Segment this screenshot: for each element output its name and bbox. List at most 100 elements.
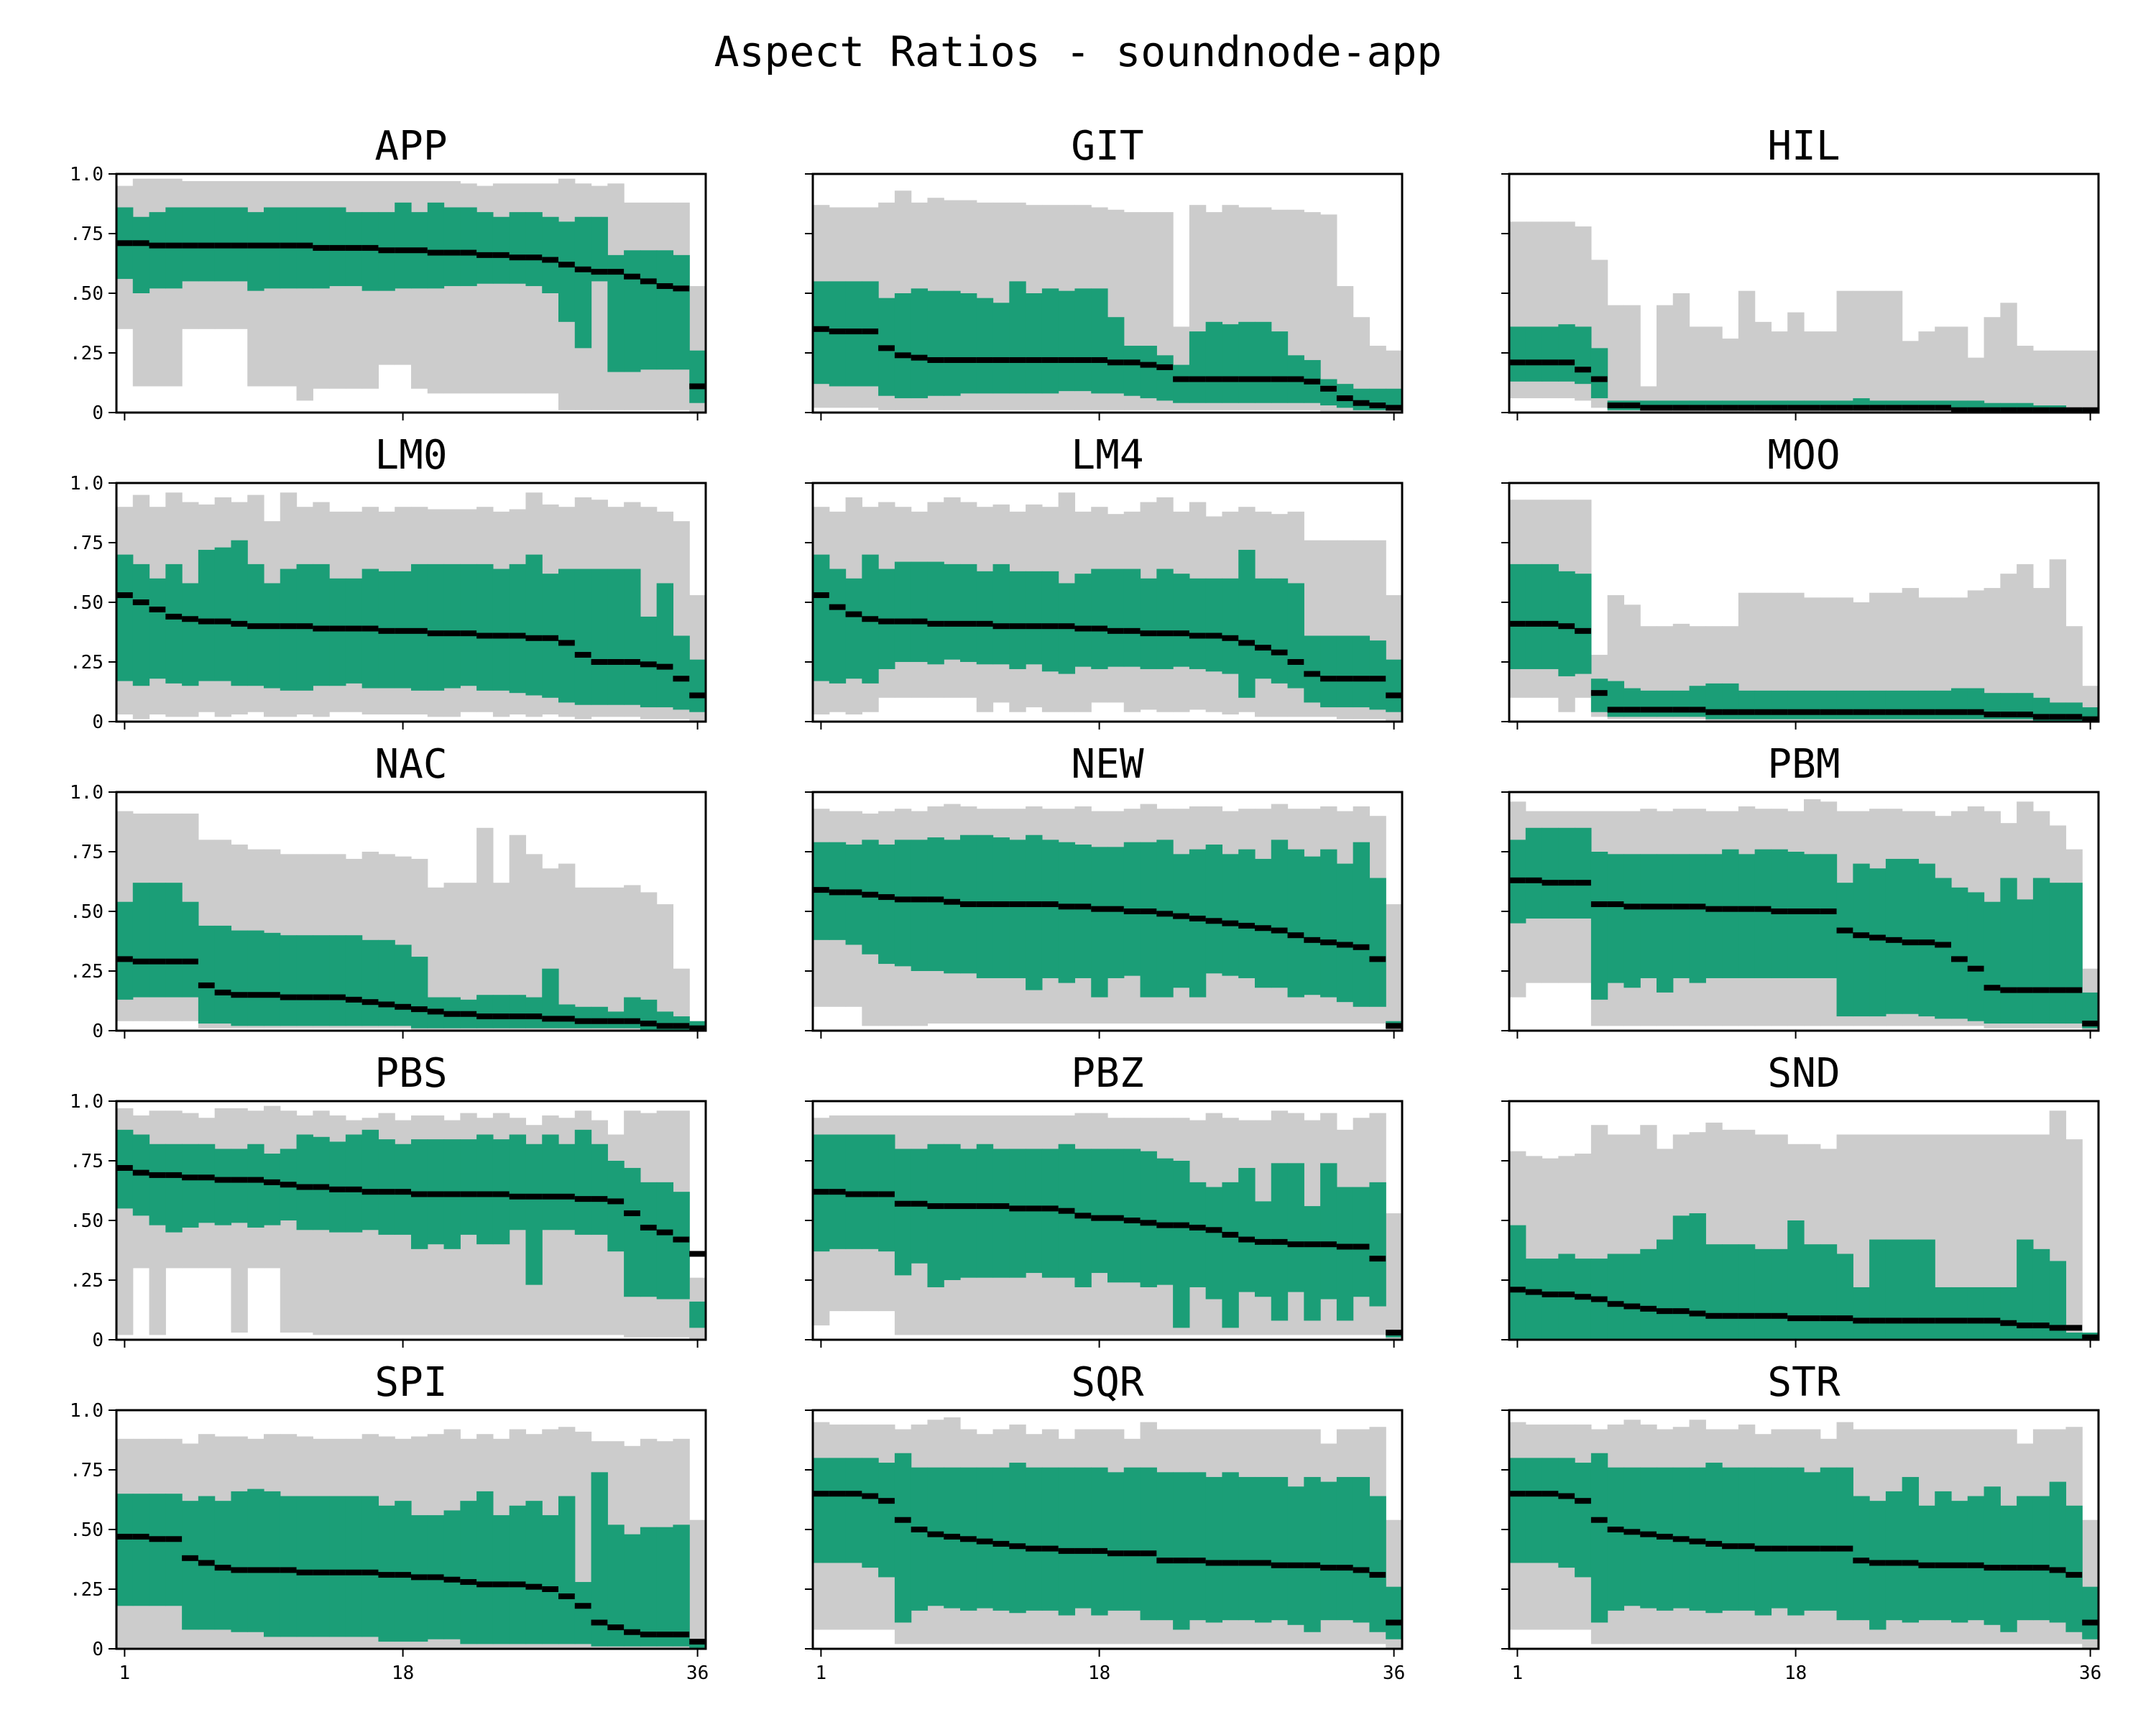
- median-mark: [149, 1536, 166, 1542]
- iqr-bar: [2017, 1239, 2034, 1340]
- iqr-bar: [1525, 1458, 1543, 1563]
- median-mark: [313, 625, 330, 632]
- iqr-bar: [247, 930, 264, 1026]
- iqr-bar: [1525, 326, 1543, 382]
- median-mark: [1189, 1558, 1206, 1564]
- median-mark: [1304, 378, 1321, 385]
- median-mark: [2049, 987, 2066, 993]
- median-mark: [1935, 1317, 1951, 1324]
- y-tick-label: .50: [70, 901, 103, 923]
- iqr-bar: [1189, 1472, 1207, 1621]
- median-mark: [1238, 1560, 1255, 1566]
- median-mark: [1386, 1619, 1402, 1626]
- iqr-bar: [1287, 1486, 1304, 1625]
- range-bar: [1689, 326, 1706, 413]
- median-mark: [476, 252, 493, 258]
- median-mark: [992, 356, 1010, 363]
- iqr-bar: [911, 840, 929, 971]
- median-mark: [1542, 620, 1559, 627]
- median-mark: [607, 1198, 625, 1205]
- median-mark: [1918, 939, 1935, 946]
- median-mark: [1575, 880, 1591, 886]
- iqr-bar: [1885, 1491, 1903, 1621]
- median-mark: [944, 356, 960, 363]
- iqr-bar: [1575, 1463, 1592, 1578]
- range-bar: [673, 968, 690, 1031]
- median-mark: [1058, 1208, 1075, 1214]
- median-mark: [1058, 903, 1075, 910]
- iqr-bar: [1074, 1467, 1092, 1609]
- median-mark: [1787, 1315, 1804, 1322]
- median-mark: [1509, 877, 1526, 883]
- iqr-bar: [1058, 1467, 1076, 1616]
- iqr-bar: [1123, 346, 1141, 396]
- median-mark: [329, 625, 346, 632]
- median-mark: [1820, 405, 1837, 411]
- iqr-bar: [116, 901, 134, 1000]
- iqr-bar: [927, 561, 944, 665]
- median-mark: [1836, 927, 1853, 934]
- iqr-bar: [1705, 854, 1723, 978]
- iqr-bar: [476, 1134, 494, 1245]
- range-bar: [1885, 290, 1903, 413]
- iqr-bar: [1705, 1463, 1723, 1614]
- iqr-bar: [361, 1496, 379, 1637]
- iqr-bar: [1836, 1467, 1853, 1621]
- median-mark: [198, 618, 215, 625]
- iqr-band-lm0: [116, 540, 706, 712]
- median-line-snd: [1509, 1287, 2099, 1340]
- iqr-bar: [1255, 321, 1272, 403]
- iqr-bar: [313, 564, 330, 686]
- iqr-bar: [1885, 858, 1903, 1014]
- iqr-bar: [1222, 1182, 1239, 1328]
- iqr-bar: [443, 1510, 461, 1639]
- median-mark: [624, 1018, 640, 1024]
- iqr-bar: [1026, 293, 1043, 394]
- range-bar: [1918, 597, 1935, 722]
- median-mark: [1738, 906, 1755, 912]
- median-mark: [845, 328, 862, 335]
- median-mark: [1287, 1562, 1304, 1568]
- iqr-bar: [1140, 842, 1157, 998]
- iqr-bar: [1156, 1158, 1174, 1285]
- median-mark: [656, 1632, 673, 1638]
- median-mark: [1173, 1222, 1189, 1228]
- iqr-bar: [1091, 569, 1108, 669]
- median-mark: [1320, 1241, 1337, 1248]
- iqr-bar: [1091, 1467, 1108, 1616]
- median-mark: [1754, 906, 1772, 912]
- median-mark: [1722, 1312, 1738, 1319]
- iqr-bar: [1238, 549, 1256, 698]
- iqr-bar: [313, 935, 330, 1026]
- median-mark: [1935, 405, 1951, 411]
- iqr-band-new: [813, 834, 1403, 1029]
- median-mark: [1173, 376, 1189, 382]
- y-axis-snd: [1501, 1100, 1509, 1340]
- iqr-bar: [280, 1496, 298, 1637]
- iqr-bar: [1336, 1476, 1354, 1621]
- median-mark: [1967, 1562, 1984, 1568]
- iqr-bar: [624, 1534, 641, 1647]
- median-mark: [673, 676, 690, 682]
- median-mark: [1287, 1241, 1304, 1248]
- range-bar: [1902, 341, 1920, 413]
- median-mark: [1558, 880, 1575, 886]
- median-mark: [1255, 925, 1271, 932]
- median-mark: [2065, 987, 2083, 993]
- median-mark: [182, 1555, 198, 1561]
- panel-new: NEW: [805, 741, 1404, 1039]
- y-tick-label: .25: [70, 343, 103, 364]
- median-mark: [443, 1576, 461, 1583]
- median-mark: [460, 1579, 477, 1586]
- median-mark: [1902, 405, 1919, 411]
- median-mark: [1623, 1303, 1641, 1310]
- iqr-bar: [1738, 1467, 1756, 1611]
- iqr-bar: [878, 845, 895, 965]
- median-mark: [1722, 906, 1738, 912]
- median-line-pbz: [813, 1189, 1402, 1336]
- median-line-moo: [1509, 620, 2099, 722]
- median-mark: [149, 606, 166, 612]
- median-mark: [1885, 709, 1902, 715]
- median-mark: [1123, 359, 1141, 366]
- median-mark: [1189, 376, 1206, 382]
